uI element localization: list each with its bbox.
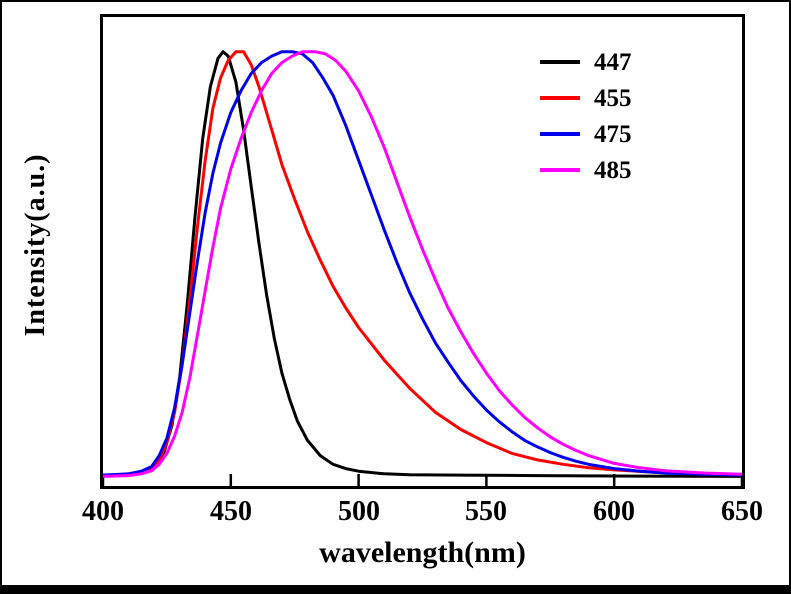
series-line-455 <box>103 50 742 477</box>
legend-label: 447 <box>594 48 632 76</box>
x-tick-label: 600 <box>593 496 635 527</box>
x-tick-label: 550 <box>465 496 507 527</box>
bottom-border-bar <box>2 585 789 592</box>
legend-item-475: 475 <box>540 120 632 148</box>
x-tick-label: 650 <box>721 496 763 527</box>
legend-line-magenta <box>540 168 580 172</box>
y-axis-label: Intensity(a.u.) <box>20 153 51 337</box>
legend-line-blue <box>540 132 580 136</box>
legend-item-455: 455 <box>540 84 632 112</box>
legend-label: 475 <box>594 120 632 148</box>
legend-item-447: 447 <box>540 48 632 76</box>
x-tick-label: 400 <box>82 496 124 527</box>
legend-label: 455 <box>594 84 632 112</box>
x-tick-label: 450 <box>210 496 252 527</box>
plot-canvas <box>103 50 742 486</box>
series-line-447 <box>103 50 742 478</box>
legend-line-black <box>540 60 580 64</box>
x-axis-label: wavelength(nm) <box>319 536 526 569</box>
series-line-485 <box>103 50 742 478</box>
legend-label: 485 <box>594 156 632 184</box>
legend: 447 455 475 485 <box>540 48 632 184</box>
legend-item-485: 485 <box>540 156 632 184</box>
x-tick-label: 500 <box>338 496 380 527</box>
legend-line-red <box>540 96 580 100</box>
plot-frame <box>100 14 745 489</box>
series-line-475 <box>103 50 742 477</box>
